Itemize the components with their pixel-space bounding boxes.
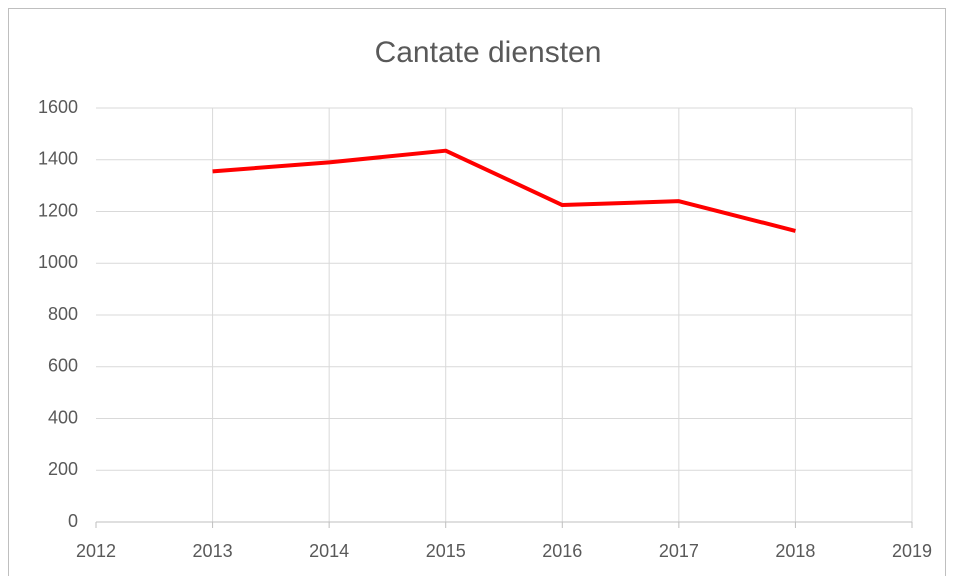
y-tick-label: 800 — [48, 304, 78, 324]
y-tick-label: 200 — [48, 459, 78, 479]
y-tick-label: 1000 — [38, 252, 78, 272]
y-tick-label: 1400 — [38, 149, 78, 169]
chart-frame — [8, 8, 946, 576]
x-tick-label: 2015 — [426, 541, 466, 561]
y-tick-label: 1200 — [38, 200, 78, 220]
x-tick-label: 2013 — [193, 541, 233, 561]
x-tick-label: 2012 — [76, 541, 116, 561]
chart-title: Cantate diensten — [375, 36, 602, 69]
x-tick-label: 2019 — [892, 541, 932, 561]
x-tick-label: 2016 — [542, 541, 582, 561]
y-tick-label: 600 — [48, 356, 78, 376]
y-tick-label: 0 — [68, 511, 78, 531]
y-tick-label: 1600 — [38, 97, 78, 117]
x-tick-label: 2014 — [309, 541, 349, 561]
data-line — [212, 148, 796, 233]
x-tick-label: 2018 — [775, 541, 815, 561]
y-tick-label: 400 — [48, 407, 78, 427]
x-tick-label: 2017 — [659, 541, 699, 561]
